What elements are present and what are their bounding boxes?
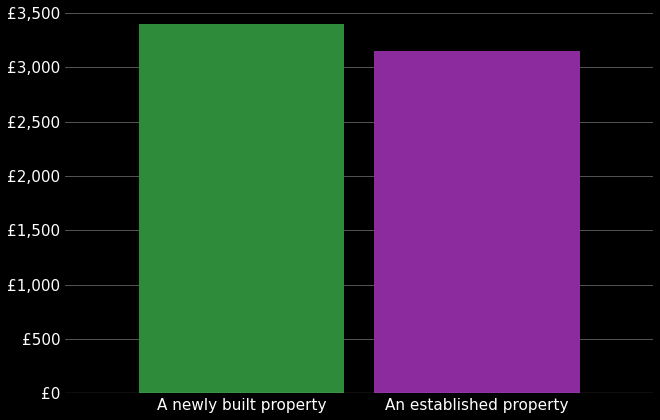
- Bar: [374, 51, 579, 393]
- Bar: [139, 24, 345, 393]
